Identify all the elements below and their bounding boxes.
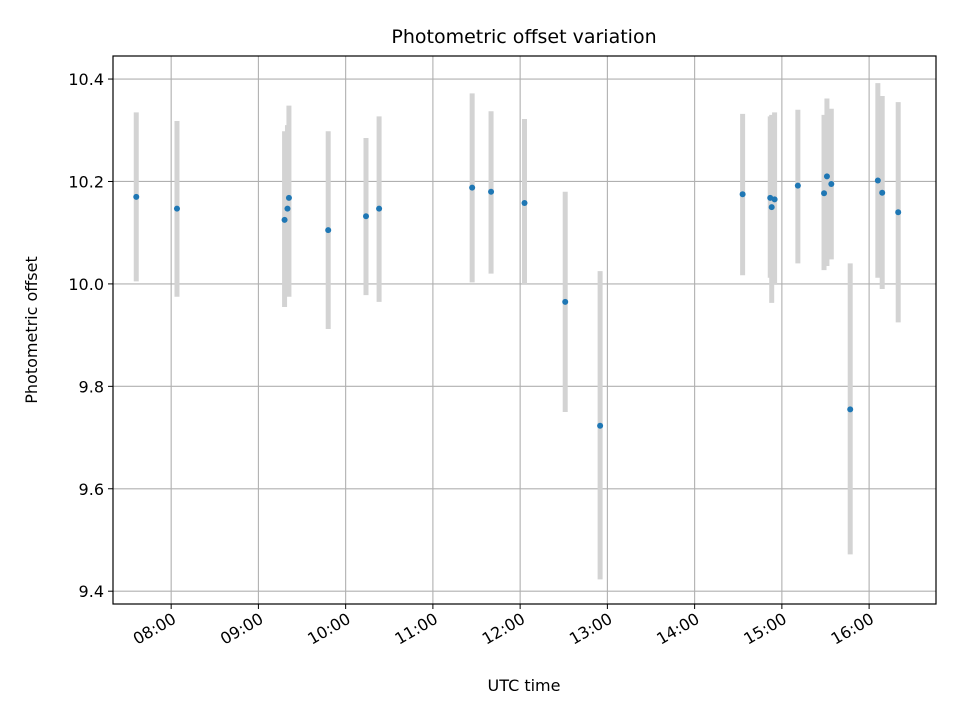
data-point [284,206,290,212]
data-point [828,181,834,187]
y-tick-label: 9.4 [79,582,104,601]
chart-title: Photometric offset variation [391,26,656,48]
data-point [363,213,369,219]
photometric-offset-chart: Photometric offset variation 08:00 09:00 1… [0,0,960,720]
y-tick-label: 9.6 [79,480,104,499]
data-point [772,196,778,202]
data-point [769,204,775,210]
data-point [795,183,801,189]
y-tick-label: 10.2 [68,172,104,191]
data-point [522,200,528,206]
y-tick-label: 9.8 [79,377,104,396]
data-point [133,194,139,200]
data-point [282,217,288,223]
data-point [325,227,331,233]
y-tick-label: 10.4 [68,70,104,89]
data-point [824,173,830,179]
data-point [469,185,475,191]
data-point [286,195,292,201]
figure-background [0,0,960,720]
data-point [174,206,180,212]
x-axis-title: UTC time [488,676,561,695]
data-point [597,423,603,429]
data-point [879,190,885,196]
data-point [488,189,494,195]
data-point [821,190,827,196]
data-point [875,177,881,183]
data-point [562,299,568,305]
data-point [740,191,746,197]
data-point [376,206,382,212]
y-tick-label: 10.0 [68,275,104,294]
y-axis-title: Photometric offset [22,256,41,404]
data-point [895,209,901,215]
data-point [847,406,853,412]
